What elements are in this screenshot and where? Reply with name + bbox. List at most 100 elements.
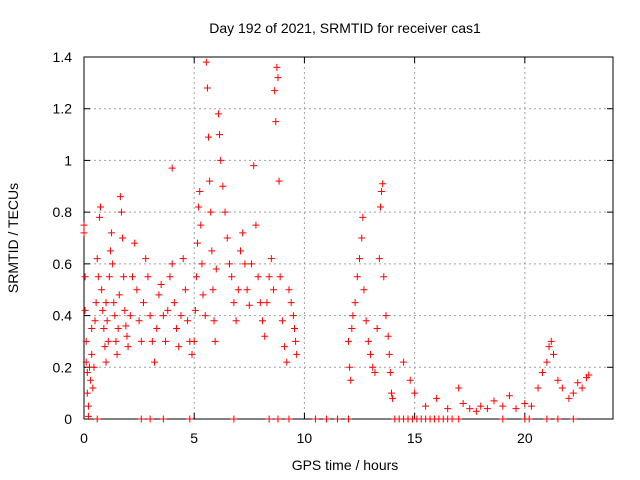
data-point	[466, 405, 474, 413]
data-point	[168, 164, 176, 172]
data-point	[578, 384, 586, 392]
x-tick-label: 15	[407, 430, 423, 446]
y-tick-label: 0.6	[53, 256, 73, 272]
data-point	[81, 306, 89, 314]
data-point	[188, 350, 196, 358]
data-point	[113, 350, 121, 358]
data-point	[88, 350, 96, 358]
data-point	[219, 182, 227, 190]
data-point	[261, 332, 269, 340]
y-tick-label: 0.8	[53, 204, 73, 220]
data-point	[209, 286, 217, 294]
data-point	[345, 337, 352, 345]
data-point	[195, 203, 203, 211]
data-point	[263, 299, 271, 307]
data-point	[348, 325, 356, 332]
data-point	[201, 312, 209, 320]
data-point	[97, 203, 105, 211]
data-point	[98, 286, 106, 294]
data-point	[116, 193, 124, 201]
data-point	[322, 415, 330, 423]
data-point	[124, 343, 132, 351]
data-point	[230, 415, 238, 423]
data-point	[236, 247, 244, 255]
data-point	[283, 358, 291, 366]
data-point	[521, 399, 529, 407]
data-point	[173, 325, 181, 332]
data-point	[168, 260, 176, 268]
data-point	[558, 384, 566, 392]
data-point	[225, 260, 233, 268]
data-point	[208, 247, 216, 255]
data-point	[148, 337, 156, 345]
y-tick-label: 0.4	[53, 308, 73, 324]
data-point	[114, 325, 122, 332]
data-point	[128, 273, 136, 281]
data-point	[499, 402, 507, 410]
data-point	[292, 337, 300, 345]
chart-title: Day 192 of 2021, SRMTID for receiver cas…	[209, 20, 481, 36]
data-point	[194, 239, 202, 247]
data-point	[88, 325, 96, 332]
data-point	[83, 368, 91, 376]
data-point	[554, 376, 562, 384]
data-point	[115, 291, 123, 299]
data-point	[159, 415, 167, 423]
data-point	[82, 337, 90, 345]
data-point	[375, 255, 383, 263]
data-point	[273, 63, 281, 71]
y-axis-label: SRMTID / TECUs	[5, 183, 21, 293]
data-point	[287, 299, 295, 307]
data-point	[254, 273, 262, 281]
data-point	[164, 306, 172, 314]
data-point	[538, 368, 546, 376]
data-point	[159, 312, 167, 320]
data-point	[353, 273, 361, 281]
data-point	[83, 389, 91, 397]
data-point	[155, 291, 163, 299]
data-point	[121, 306, 129, 314]
data-point	[351, 299, 359, 307]
data-point	[455, 384, 463, 392]
data-point	[103, 317, 111, 325]
data-point	[205, 133, 213, 141]
data-point	[293, 350, 301, 358]
data-point	[214, 110, 222, 118]
data-point	[547, 337, 555, 345]
grid-lines	[84, 57, 613, 419]
data-point	[186, 415, 194, 423]
data-point	[212, 265, 220, 273]
data-point	[275, 177, 283, 185]
data-point	[384, 332, 392, 340]
data-point	[569, 389, 577, 397]
data-point	[216, 131, 224, 139]
data-point	[459, 399, 467, 407]
data-point	[131, 239, 139, 247]
data-point	[290, 325, 298, 332]
data-point	[554, 415, 562, 423]
data-point	[455, 415, 463, 423]
data-point	[207, 208, 215, 216]
data-point	[356, 255, 364, 263]
data-point	[360, 286, 368, 294]
data-point	[387, 389, 395, 397]
data-point	[483, 405, 491, 413]
data-point	[210, 317, 218, 325]
data-point	[333, 415, 341, 423]
data-point	[267, 255, 275, 263]
data-point	[99, 306, 107, 314]
data-point	[472, 407, 480, 415]
data-point	[192, 273, 200, 281]
data-point	[84, 402, 92, 410]
data-point	[230, 299, 238, 307]
data-point	[259, 317, 267, 325]
data-point	[93, 255, 101, 263]
data-point	[512, 405, 520, 413]
data-point	[112, 337, 120, 345]
data-point	[122, 322, 130, 330]
data-point	[289, 312, 297, 320]
data-point	[281, 343, 289, 351]
data-point	[202, 58, 210, 66]
data-point	[379, 180, 387, 188]
